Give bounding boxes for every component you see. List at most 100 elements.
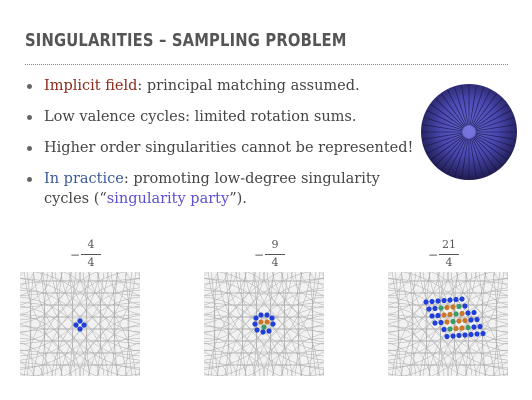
field-streamline	[20, 272, 54, 306]
singularity-dot	[423, 299, 429, 305]
field-streamline	[204, 349, 324, 355]
field-streamline	[388, 337, 508, 343]
singularity-dot	[444, 319, 450, 325]
sphere-spoke	[424, 133, 463, 147]
fraction-bar	[81, 254, 101, 255]
field-streamline	[241, 272, 247, 376]
field-streamline	[20, 361, 140, 367]
singularity-dot	[468, 331, 474, 338]
singularity-dot	[450, 333, 456, 339]
sphere-spoke	[469, 85, 477, 126]
singularity-dot	[453, 325, 459, 332]
field-streamline	[392, 272, 465, 376]
field-streamline	[20, 333, 63, 376]
singularity-dot	[77, 318, 83, 324]
field-streamline	[388, 339, 508, 345]
singularity-dot	[254, 327, 260, 333]
field-streamline	[450, 272, 456, 376]
fraction-minus: −	[70, 248, 81, 262]
field-streamline	[388, 361, 508, 367]
sphere-spoke	[471, 138, 491, 175]
singularity-dot	[465, 324, 471, 331]
field-streamline	[474, 272, 508, 306]
singularity-dot	[252, 321, 258, 327]
sphere-spoke	[435, 136, 465, 166]
field-streamline	[204, 333, 247, 376]
fraction-numerator: 4	[87, 238, 95, 251]
field-streamline	[283, 272, 289, 376]
singularity-dot	[453, 311, 459, 317]
field-streamline	[308, 272, 314, 376]
singularity-dot	[264, 319, 270, 325]
sphere-spoke	[422, 124, 463, 132]
field-streamline	[492, 272, 498, 376]
field-streamline	[20, 287, 109, 376]
field-streamline	[297, 272, 303, 376]
singularity-dot	[447, 297, 453, 303]
field-streamline	[311, 272, 317, 376]
field-streamline	[213, 272, 219, 376]
field-streamline	[238, 272, 244, 376]
singularity-dot	[465, 310, 471, 316]
field-streamline	[422, 272, 428, 376]
singularity-dot	[258, 319, 264, 325]
field-streamline	[388, 272, 422, 306]
singularity-dot	[477, 323, 483, 330]
singularity-dot	[266, 328, 272, 334]
singularity-dot	[459, 325, 465, 331]
sphere-spoke	[475, 132, 516, 140]
singularity-dot	[453, 296, 459, 303]
singularity-dot	[474, 316, 480, 323]
singularity-dot	[471, 309, 477, 316]
field-streamline	[204, 315, 324, 321]
sphere-spoke	[441, 137, 466, 171]
singularity-dot	[426, 306, 432, 312]
field-streamline	[210, 272, 216, 376]
field-streamline	[481, 272, 487, 376]
field-streamline	[388, 349, 508, 355]
fraction-bar	[439, 254, 459, 255]
field-streamline	[96, 272, 102, 376]
fraction-label-1: − 4 4	[70, 238, 110, 272]
fraction-denominator: 4	[271, 256, 279, 269]
fraction-label-2: − 9 4	[254, 238, 294, 272]
sphere-spoke	[472, 93, 497, 127]
singularity-dot	[441, 312, 447, 318]
field-streamline	[29, 272, 35, 376]
sphere-pole	[463, 126, 475, 138]
sphere-spoke	[473, 136, 503, 166]
bullet-dot-icon	[27, 177, 32, 182]
bullet-text: : promoting low-degree singularity cycle…	[44, 171, 380, 207]
sphere-spoke	[430, 135, 464, 160]
field-streamline	[453, 272, 459, 376]
singularity-dot	[432, 320, 438, 326]
sphere-spoke	[461, 85, 469, 126]
cross-field-singularity-image-3	[388, 272, 508, 376]
field-streamline	[99, 272, 105, 376]
field-streamline	[20, 315, 140, 321]
singularity-dot	[450, 304, 456, 310]
sphere-spoke	[469, 138, 477, 179]
singularity-dot	[462, 332, 468, 338]
singularity-dot	[456, 303, 462, 310]
field-streamline	[290, 342, 324, 376]
field-streamline	[204, 361, 324, 367]
title-divider	[25, 64, 508, 65]
field-streamline	[204, 287, 293, 376]
sphere-spoke	[454, 138, 468, 177]
bullet-text-tail: ”).	[229, 191, 247, 207]
sphere-spoke	[475, 110, 512, 130]
field-streamline	[388, 351, 508, 357]
singularity-dot	[435, 312, 441, 319]
singularity-dot	[438, 319, 444, 326]
field-streamline	[20, 339, 140, 345]
bullet-item-low-valence: Low valence cycles: limited rotation sum…	[27, 107, 427, 127]
field-streamline	[20, 313, 140, 319]
fraction-denominator: 4	[445, 256, 453, 269]
field-streamline	[495, 272, 501, 376]
bullet-accent: In practice	[44, 171, 124, 187]
singularity-dot	[447, 311, 453, 318]
sphere-spoke	[471, 89, 491, 126]
field-streamline	[388, 342, 422, 376]
field-streamline	[269, 272, 275, 376]
